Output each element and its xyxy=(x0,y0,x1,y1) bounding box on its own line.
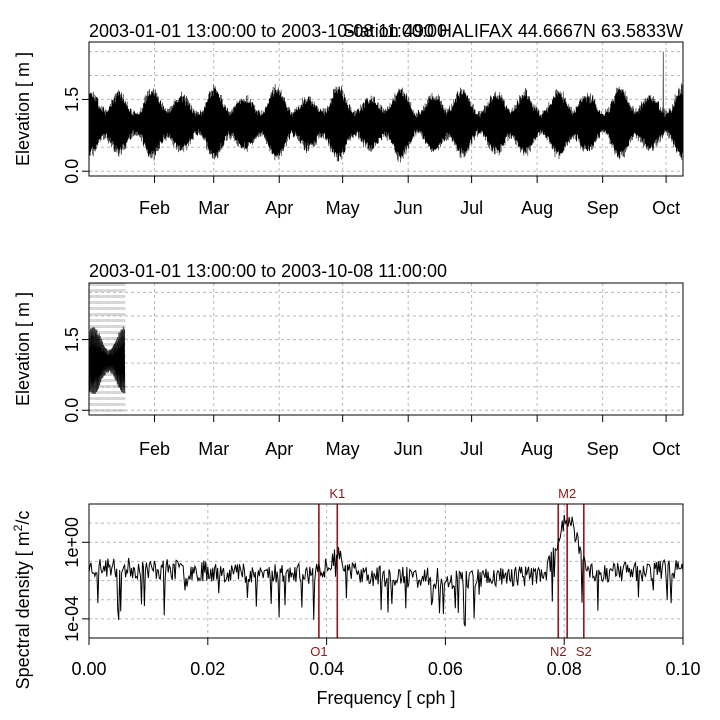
elevation-full-title-left: 2003-01-01 13:00:00 to 2003-10-08 11:00:… xyxy=(89,21,447,41)
spectrum-ylabel-tail: /c xyxy=(13,511,33,525)
elevation-zoom-xtick-label: Jul xyxy=(460,439,483,459)
elevation-zoom-ytick-label: 0.0 xyxy=(62,398,82,423)
elevation-zoom-series xyxy=(88,326,126,395)
elevation-zoom-xtick-label: Sep xyxy=(587,439,619,459)
elevation-zoom-xtick-label: Apr xyxy=(265,439,293,459)
elevation-zoom-xtick-label: Aug xyxy=(521,439,553,459)
elevation-full-ytick-label: 0.0 xyxy=(62,159,82,184)
constituent-label-o1: O1 xyxy=(310,644,327,659)
spectrum-xlabel: Frequency [ cph ] xyxy=(316,688,455,708)
elevation-full-frame xyxy=(88,41,684,177)
elevation-zoom-xtick-label: Feb xyxy=(139,439,170,459)
elevation-full-ylabel: Elevation [ m ] xyxy=(13,52,33,166)
elevation-full-xtick-label: Mar xyxy=(198,198,229,218)
elevation-zoom-ytick-label: 1.5 xyxy=(62,327,82,352)
spectrum-series xyxy=(88,514,684,627)
constituent-label-s2: S2 xyxy=(576,644,592,659)
constituent-label-k1: K1 xyxy=(329,486,345,501)
spectrum-xtick-label: 0.06 xyxy=(428,659,463,679)
spectrum-ylabel-main: Spectral density [ m xyxy=(13,531,33,689)
elevation-zoom-xtick-label: May xyxy=(326,439,360,459)
elevation-full-xtick-label: Apr xyxy=(265,198,293,218)
constituent-label-m2: M2 xyxy=(558,486,576,501)
elevation-full-ytick-label: 1.5 xyxy=(62,87,82,112)
elevation-full-xtick-label: Oct xyxy=(652,198,680,218)
elevation-full-xtick-label: Aug xyxy=(521,198,553,218)
spectrum-xtick-label: 0.00 xyxy=(71,659,106,679)
elevation-full-xtick-label: May xyxy=(326,198,360,218)
elevation-zoom-frame xyxy=(88,282,684,416)
elevation-full-xtick-label: Jul xyxy=(460,198,483,218)
elevation-zoom-panel: Feb Mar Apr May Jun Jul Aug Sep Oct 0.0 1.5 2003-… xyxy=(13,261,684,459)
spectrum-ytick-label: 1e-04 xyxy=(62,596,82,642)
spectrum-ylabel-sup: 2 xyxy=(11,524,25,531)
elevation-zoom-ylabel: Elevation [ m ] xyxy=(13,292,33,406)
spectrum-xtick-label: 0.04 xyxy=(309,659,344,679)
spectrum-frame xyxy=(88,503,684,639)
elevation-zoom-title: 2003-01-01 13:00:00 to 2003-10-08 11:00:… xyxy=(89,261,447,281)
elevation-full-xtick-label: Sep xyxy=(587,198,619,218)
elevation-zoom-xtick-label: Mar xyxy=(198,439,229,459)
constituent-label-n2: N2 xyxy=(550,644,567,659)
spectrum-ytick-label: 1e+00 xyxy=(62,517,82,568)
elevation-zoom-xtick-label: Jun xyxy=(394,439,423,459)
spectrum-ylabel: Spectral density [ m2/c xyxy=(11,511,33,690)
elevation-full-xtick-label: Jun xyxy=(394,198,423,218)
elevation-full-xtick-label: Feb xyxy=(139,198,170,218)
spectrum-xtick-label: 0.10 xyxy=(665,659,700,679)
elevation-full-series xyxy=(88,51,684,163)
spectrum-panel: O1 K1 N2 M2 S2 0.00 0.02 0.04 0.06 0.08 0.10 1e-0… xyxy=(11,486,701,708)
spectrum-xtick-label: 0.08 xyxy=(547,659,582,679)
elevation-full-panel: Feb Mar Apr May Jun Jul Aug Sep Oct 0.0 1.5 2003-… xyxy=(13,21,684,218)
elevation-zoom-xtick-label: Oct xyxy=(652,439,680,459)
spectrum-xtick-label: 0.02 xyxy=(190,659,225,679)
elevation-full-title-right: Station 490 HALIFAX 44.6667N 63.5833W xyxy=(343,21,683,41)
